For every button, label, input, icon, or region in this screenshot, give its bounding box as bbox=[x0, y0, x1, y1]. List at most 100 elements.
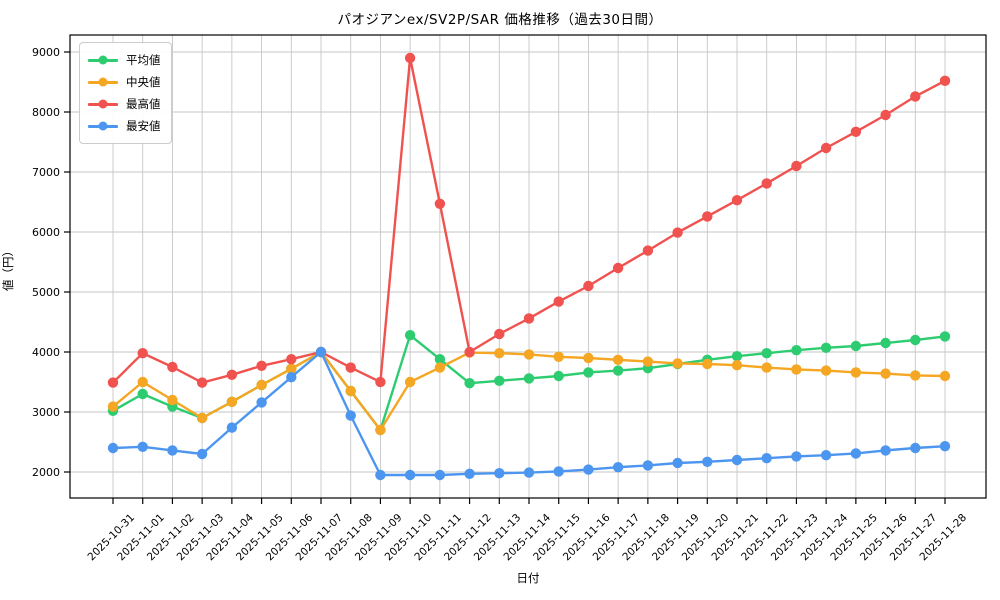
data-point-marker bbox=[880, 109, 891, 121]
y-axis-label: 値（円） bbox=[1, 245, 15, 291]
data-point-marker bbox=[553, 351, 564, 362]
legend-item: 平均値 bbox=[88, 49, 161, 71]
data-point-marker bbox=[820, 365, 832, 376]
data-point-marker bbox=[137, 388, 148, 400]
data-point-marker bbox=[553, 370, 564, 382]
axes-box bbox=[69, 34, 987, 499]
data-point-marker bbox=[137, 441, 148, 452]
data-point-marker bbox=[583, 280, 594, 292]
data-point-marker bbox=[375, 376, 386, 388]
data-point-marker bbox=[612, 365, 624, 376]
y-tick-label: 3000 bbox=[32, 406, 60, 419]
data-point-marker bbox=[434, 198, 446, 209]
data-point-marker bbox=[256, 397, 267, 408]
data-point-marker bbox=[850, 367, 862, 378]
data-point-marker bbox=[196, 412, 208, 424]
data-point-marker bbox=[286, 363, 297, 374]
data-point-marker bbox=[107, 377, 119, 388]
data-point-marker bbox=[612, 262, 624, 274]
y-tick-label: 7000 bbox=[32, 166, 60, 179]
legend: 平均値中央値最高値最安値 bbox=[79, 42, 172, 144]
y-tick-label: 2000 bbox=[32, 466, 60, 479]
data-point-marker bbox=[761, 348, 772, 359]
data-point-marker bbox=[167, 445, 178, 456]
legend-item: 中央値 bbox=[88, 71, 161, 93]
data-point-marker bbox=[583, 367, 594, 378]
data-point-marker bbox=[345, 410, 356, 421]
data-point-marker bbox=[107, 442, 119, 454]
data-point-marker bbox=[731, 454, 743, 466]
data-point-marker bbox=[702, 456, 713, 467]
legend-item: 最安値 bbox=[88, 115, 161, 137]
data-point-marker bbox=[791, 451, 802, 462]
chart-title: パオジアンex/SV2P/SAR 価格推移（過去30日間） bbox=[337, 12, 663, 28]
data-point-marker bbox=[791, 364, 802, 375]
data-point-marker bbox=[226, 369, 238, 380]
data-point-marker bbox=[226, 396, 238, 407]
data-point-marker bbox=[820, 142, 832, 154]
data-point-marker bbox=[196, 377, 208, 388]
data-point-marker bbox=[434, 469, 446, 481]
data-point-marker bbox=[850, 340, 862, 352]
data-point-marker bbox=[910, 334, 921, 346]
data-point-marker bbox=[523, 313, 535, 324]
legend-line-marker-icon bbox=[88, 124, 118, 128]
y-tick-label: 4000 bbox=[32, 346, 60, 359]
data-point-marker bbox=[939, 441, 951, 452]
data-point-marker bbox=[286, 354, 297, 365]
data-point-marker bbox=[702, 211, 713, 222]
data-point-marker bbox=[494, 468, 505, 479]
data-point-marker bbox=[612, 462, 624, 473]
data-point-marker bbox=[553, 466, 564, 477]
data-point-marker bbox=[434, 354, 446, 365]
data-point-marker bbox=[345, 362, 356, 373]
legend-line-marker-icon bbox=[88, 58, 118, 62]
data-point-marker bbox=[404, 52, 416, 64]
data-point-marker bbox=[850, 448, 862, 459]
data-point-marker bbox=[434, 362, 446, 373]
legend-label: 平均値 bbox=[126, 53, 161, 67]
data-point-marker bbox=[820, 450, 832, 461]
data-point-marker bbox=[761, 362, 772, 373]
data-point-marker bbox=[791, 160, 802, 172]
data-point-marker bbox=[642, 356, 654, 367]
data-point-marker bbox=[494, 328, 505, 340]
data-point-marker bbox=[702, 358, 713, 370]
data-point-marker bbox=[345, 385, 356, 397]
data-point-marker bbox=[137, 348, 148, 359]
data-point-marker bbox=[910, 91, 921, 102]
data-point-marker bbox=[642, 460, 654, 471]
data-point-marker bbox=[375, 469, 386, 481]
data-point-marker bbox=[494, 375, 505, 386]
data-point-marker bbox=[642, 245, 654, 256]
y-tick-label: 8000 bbox=[32, 106, 60, 119]
data-point-marker bbox=[226, 422, 238, 433]
legend-label: 最高値 bbox=[126, 97, 161, 111]
data-point-marker bbox=[939, 75, 951, 87]
data-point-marker bbox=[464, 378, 475, 389]
data-point-marker bbox=[672, 227, 683, 238]
data-point-marker bbox=[286, 372, 297, 383]
y-tick-label: 6000 bbox=[32, 226, 60, 239]
data-point-marker bbox=[910, 370, 921, 381]
data-point-marker bbox=[850, 126, 862, 137]
data-point-marker bbox=[137, 376, 148, 388]
x-axis-label: 日付 bbox=[516, 571, 540, 585]
data-point-marker bbox=[107, 401, 119, 412]
data-point-marker bbox=[731, 195, 743, 206]
data-point-marker bbox=[791, 345, 802, 356]
data-point-marker bbox=[583, 464, 594, 475]
data-point-marker bbox=[315, 346, 327, 358]
data-point-marker bbox=[256, 360, 267, 371]
data-point-marker bbox=[523, 373, 535, 384]
legend-line-marker-icon bbox=[88, 80, 118, 84]
data-point-marker bbox=[167, 361, 178, 373]
data-point-marker bbox=[939, 370, 951, 382]
legend-label: 最安値 bbox=[126, 119, 161, 133]
data-point-marker bbox=[167, 394, 178, 406]
data-point-marker bbox=[583, 352, 594, 364]
legend-label: 中央値 bbox=[126, 75, 161, 89]
data-point-marker bbox=[375, 424, 386, 436]
data-point-marker bbox=[939, 331, 951, 342]
